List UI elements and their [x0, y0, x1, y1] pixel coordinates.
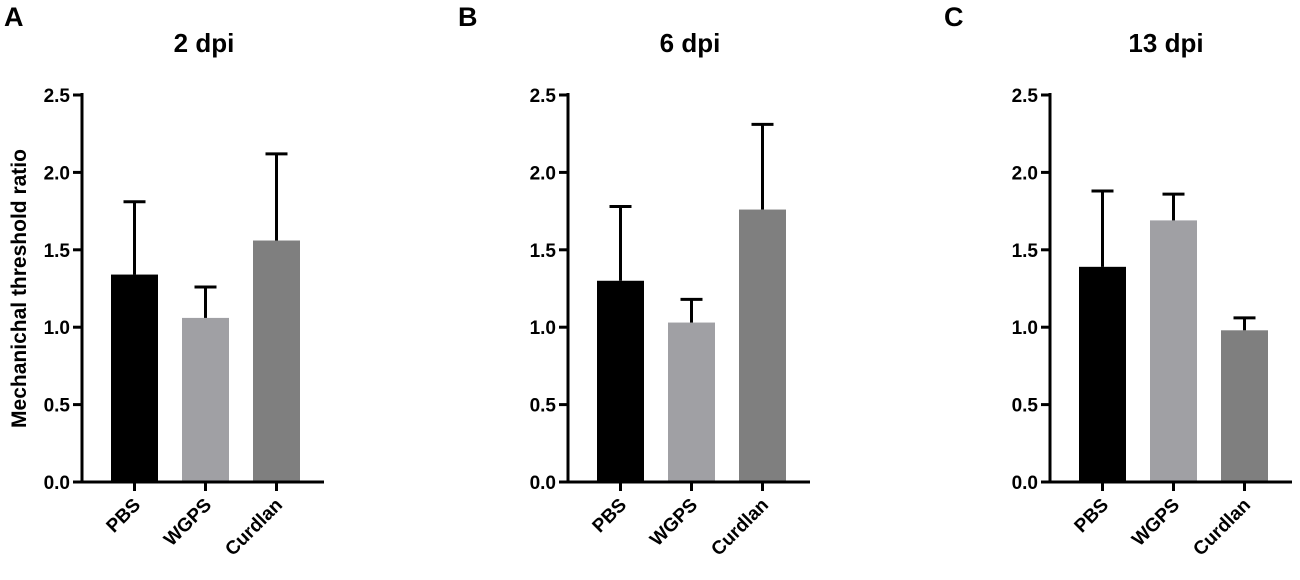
y-tick-label: 2.0	[530, 163, 556, 184]
chart-title: 2 dpi	[174, 28, 235, 58]
y-tick-label: 0.0	[1012, 473, 1038, 494]
x-tick-label: Curdlan	[1189, 495, 1255, 561]
bar-curdlan	[1221, 330, 1268, 482]
y-tick-label: 2.0	[44, 163, 70, 184]
panel-letter: A	[4, 2, 24, 32]
y-tick-label: 1.0	[1012, 318, 1038, 339]
y-axis-label: Mechanichal threshold ratio	[8, 149, 31, 428]
x-tick-label: WGPS	[1128, 495, 1184, 551]
y-tick-label: 1.0	[530, 318, 556, 339]
y-tick-label: 1.5	[1012, 241, 1039, 262]
y-tick-label: 2.5	[44, 86, 71, 107]
chart-panel-c: C 13 dpi PBS WGPS Curdlan 0.0 0.5 1.0 1.5 2.0 2.5	[944, 2, 1292, 560]
x-tick-label: Curdlan	[707, 495, 773, 561]
y-tick-label: 2.0	[1012, 163, 1038, 184]
chart-panel-b: B 6 dpi PBS WGPS Curdlan 0.0 0.5 1.0 1.5 2.0 2.5	[458, 2, 810, 560]
bar-wgps	[1150, 220, 1197, 482]
bar-wgps	[668, 322, 715, 482]
panel-letter: C	[944, 2, 964, 32]
bar-wgps	[182, 317, 229, 482]
chart-panel-a: A 2 dpi Mechanichal threshold ratio PBS WGPS…	[4, 2, 324, 560]
y-tick-label: 0.0	[44, 473, 70, 494]
x-tick-label: WGPS	[646, 495, 702, 551]
y-tick-label: 0.0	[530, 473, 556, 494]
x-tick-label: PBS	[589, 495, 631, 537]
bar-pbs	[111, 274, 158, 482]
y-tick-label: 1.5	[44, 241, 71, 262]
y-tick-label: 0.5	[44, 396, 71, 417]
x-tick-label: WGPS	[160, 495, 216, 551]
y-tick-label: 1.0	[44, 318, 70, 339]
x-tick-label: Curdlan	[221, 495, 287, 561]
chart-title: 6 dpi	[660, 28, 721, 58]
y-tick-label: 2.5	[530, 86, 557, 107]
x-tick-label: PBS	[103, 495, 145, 537]
bar-pbs	[597, 280, 644, 482]
y-tick-label: 1.5	[530, 241, 557, 262]
bar-pbs	[1079, 266, 1126, 482]
bar-curdlan	[253, 240, 300, 482]
x-tick-label: PBS	[1071, 495, 1113, 537]
chart-title: 13 dpi	[1128, 28, 1203, 58]
bar-curdlan	[739, 209, 786, 482]
y-tick-label: 0.5	[1012, 396, 1039, 417]
y-tick-label: 2.5	[1012, 86, 1039, 107]
y-tick-label: 0.5	[530, 396, 557, 417]
panel-letter: B	[458, 2, 478, 32]
